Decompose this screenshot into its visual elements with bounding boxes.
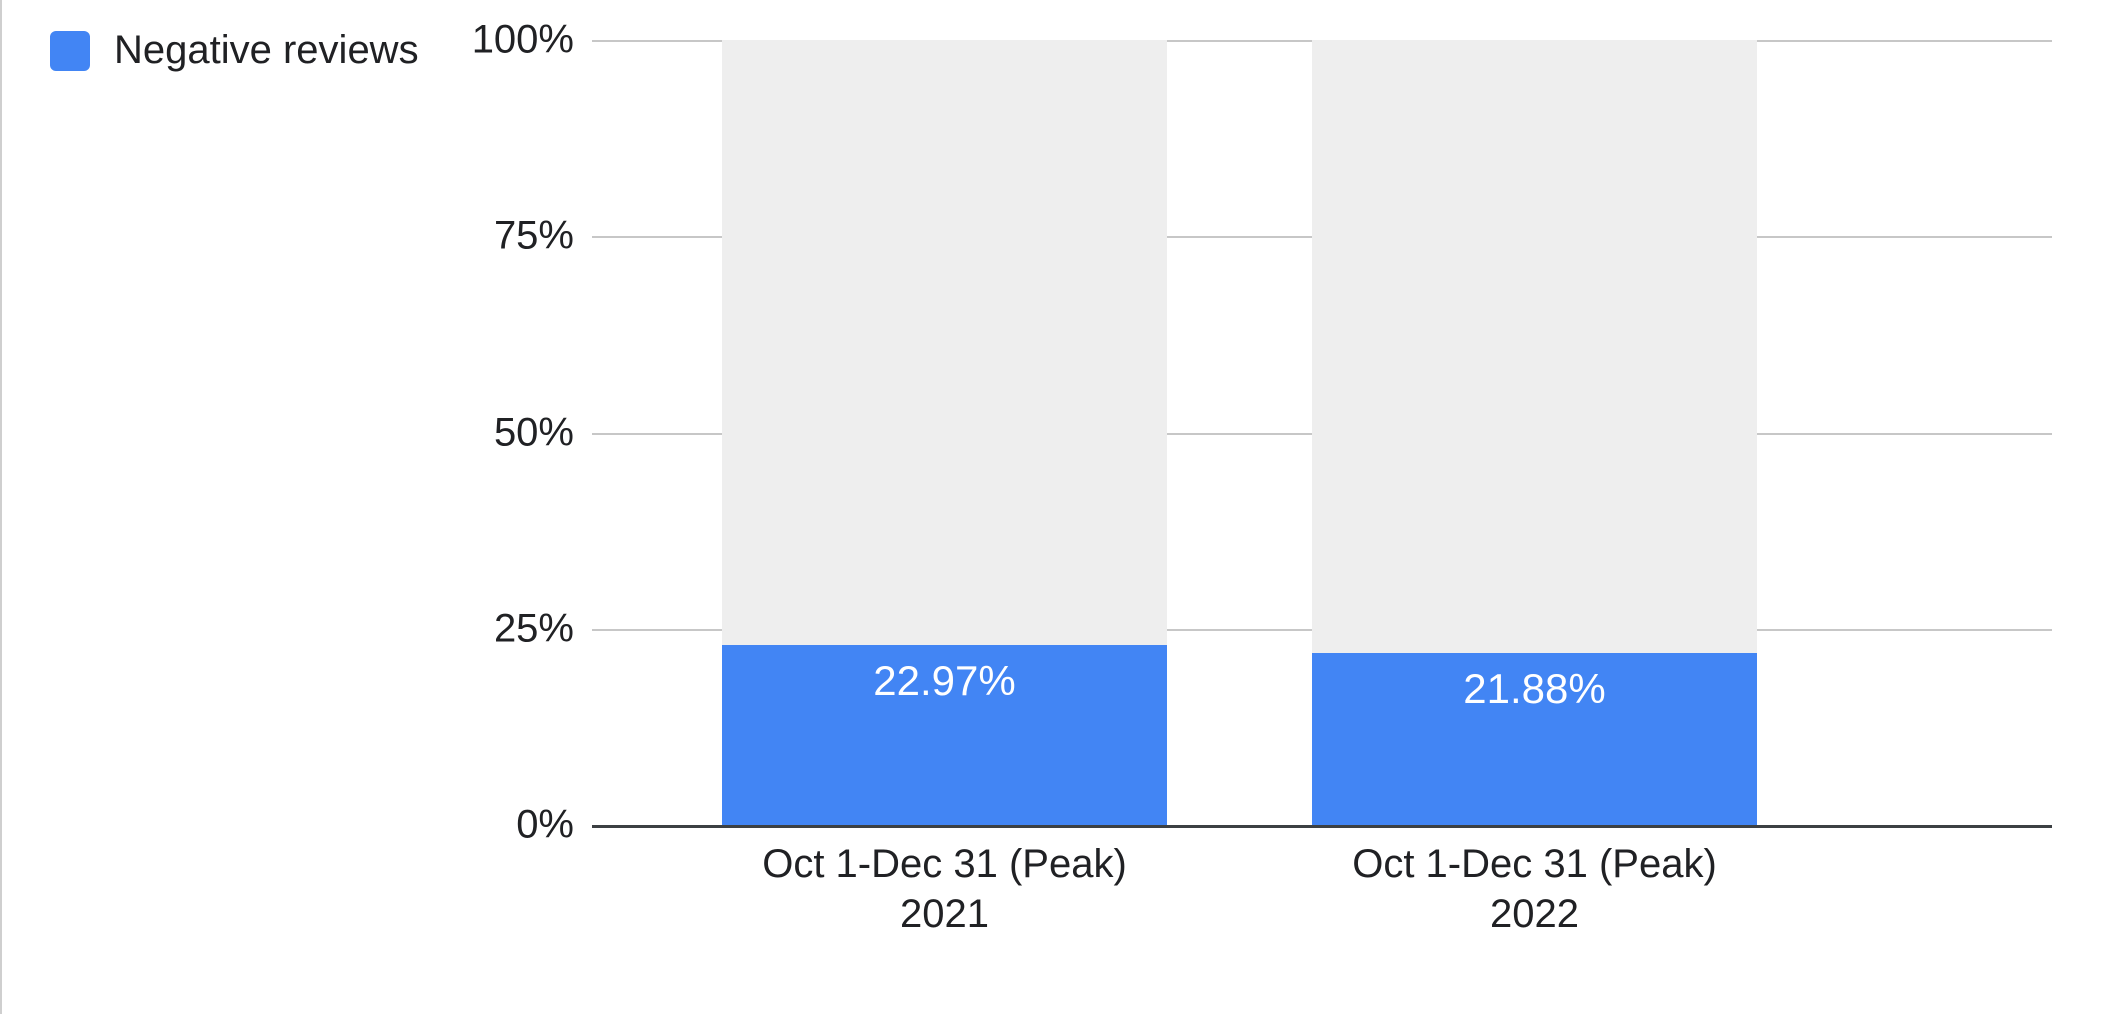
plot-area: 0%25%50%75%100%22.97%Oct 1-Dec 31 (Peak)… — [592, 40, 2052, 825]
x-tick-line1: Oct 1-Dec 31 (Peak) — [652, 839, 1237, 889]
y-tick-label: 50% — [494, 410, 592, 455]
bar-value-label: 22.97% — [722, 657, 1167, 705]
legend-swatch — [50, 31, 90, 71]
x-tick-label: Oct 1-Dec 31 (Peak)2021 — [652, 825, 1237, 939]
y-tick-label: 25% — [494, 606, 592, 651]
y-tick-label: 100% — [472, 18, 592, 63]
y-tick-label: 0% — [516, 803, 592, 848]
x-tick-line2: 2022 — [1242, 889, 1827, 939]
page-root: Negative reviews 0%25%50%75%100%22.97%Oc… — [0, 0, 2101, 1014]
x-tick-line1: Oct 1-Dec 31 (Peak) — [1242, 839, 1827, 889]
bar-group: 22.97% — [722, 40, 1167, 825]
bar-chart: 0%25%50%75%100%22.97%Oct 1-Dec 31 (Peak)… — [592, 40, 2052, 825]
legend-label: Negative reviews — [114, 28, 419, 73]
y-tick-label: 75% — [494, 214, 592, 259]
x-tick-line2: 2021 — [652, 889, 1237, 939]
bar-value-label: 21.88% — [1312, 665, 1757, 713]
x-tick-label: Oct 1-Dec 31 (Peak)2022 — [1242, 825, 1827, 939]
legend: Negative reviews — [50, 28, 419, 73]
bar-group: 21.88% — [1312, 40, 1757, 825]
